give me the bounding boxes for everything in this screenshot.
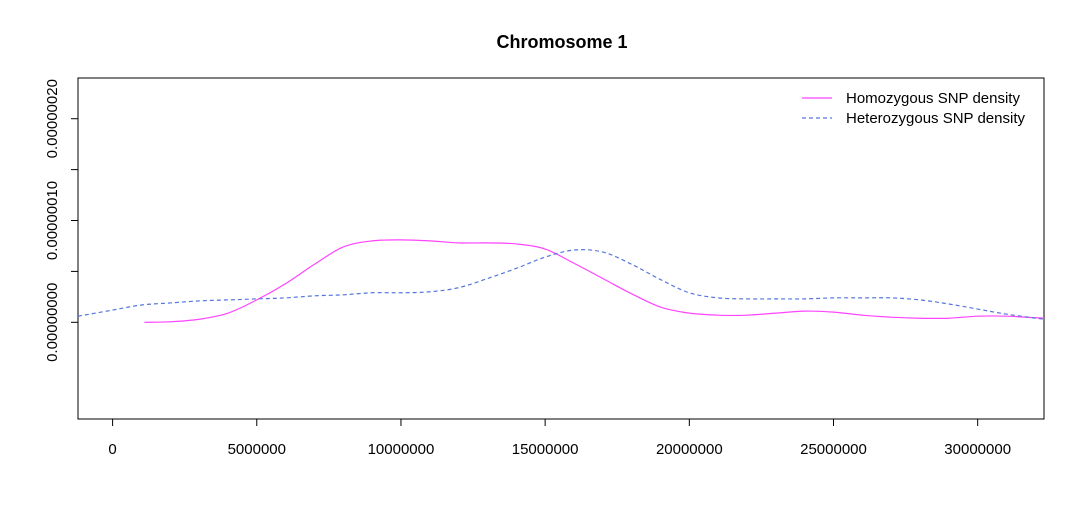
series-lines bbox=[77, 239, 1045, 323]
x-tick-label: 20000000 bbox=[656, 441, 723, 458]
chart-title: Chromosome 1 bbox=[496, 32, 627, 52]
series-line-heterozygous bbox=[77, 249, 1045, 320]
legend: Homozygous SNP density Heterozygous SNP d… bbox=[802, 90, 1025, 127]
series-line-homozygous bbox=[144, 239, 1045, 323]
plot-frame bbox=[77, 77, 1045, 420]
x-tick-label: 5000000 bbox=[228, 441, 286, 458]
x-tick-label: 30000000 bbox=[944, 441, 1011, 458]
x-tick-label: 10000000 bbox=[368, 441, 435, 458]
y-tick-label: 0.00000000 bbox=[44, 283, 61, 362]
x-axis: 0 5000000 10000000 15000000 20000000 25000000… bbox=[108, 419, 1011, 458]
x-tick-label: 0 bbox=[108, 441, 116, 458]
y-tick-label: 0.00000010 bbox=[44, 181, 61, 260]
y-tick-label: 0.00000020 bbox=[44, 79, 61, 158]
legend-label: Heterozygous SNP density bbox=[846, 110, 1025, 127]
x-tick-label: 25000000 bbox=[800, 441, 867, 458]
x-tick-label: 15000000 bbox=[512, 441, 579, 458]
y-axis: 0.00000000 0.00000010 0.00000020 bbox=[44, 79, 78, 362]
legend-label: Homozygous SNP density bbox=[846, 90, 1020, 107]
